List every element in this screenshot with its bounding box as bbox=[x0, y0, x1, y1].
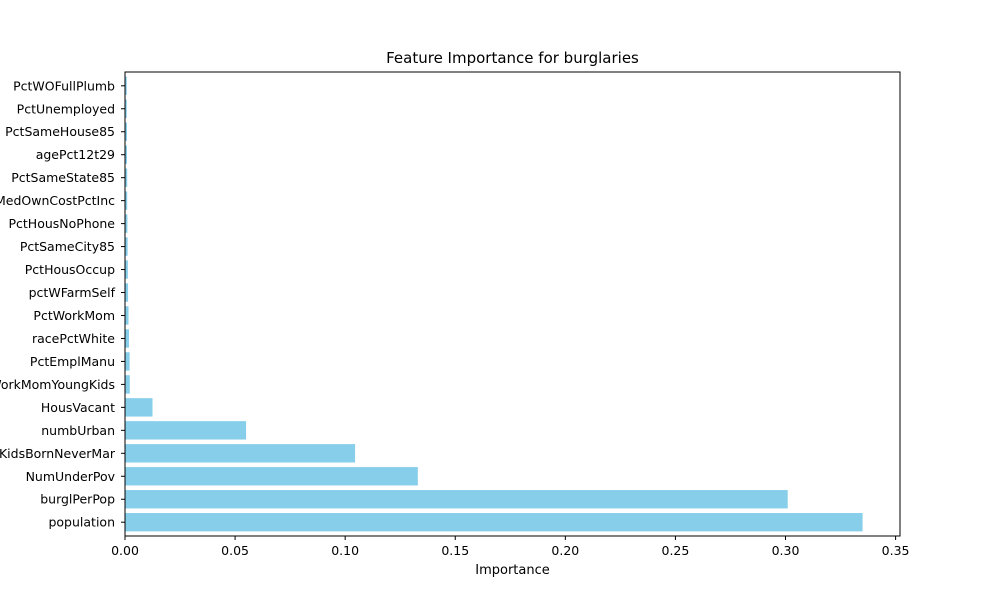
y-tick-label: agePct12t29 bbox=[36, 147, 115, 162]
chart-title: Feature Importance for burglaries bbox=[386, 49, 639, 67]
y-tick-label: burglPerPop bbox=[40, 492, 115, 507]
bar-pctWFarmSelf bbox=[125, 283, 129, 302]
bar-HousVacant bbox=[125, 398, 153, 417]
y-tick-label: NumKidsBornNeverMar bbox=[0, 446, 116, 461]
y-tick-label: NumUnderPov bbox=[26, 469, 116, 484]
x-tick-label: 0.10 bbox=[331, 543, 359, 558]
y-tick-label: racePctWhite bbox=[32, 331, 115, 346]
plot-frame bbox=[124, 71, 901, 537]
x-tick-label: 0.30 bbox=[772, 543, 800, 558]
bar-MedOwnCostPctInc bbox=[125, 191, 128, 210]
y-tick-label: PctHousNoPhone bbox=[8, 216, 115, 231]
bar-PctWOFullPlumb bbox=[125, 76, 127, 95]
y-tick-label: HousVacant bbox=[41, 400, 115, 415]
y-tick-label: PctSameCity85 bbox=[20, 239, 115, 254]
y-tick-label: PctHousOccup bbox=[25, 262, 115, 277]
y-tick-label: PctWorkMom bbox=[33, 308, 115, 323]
bar-population bbox=[125, 513, 863, 532]
bar-racePctWhite bbox=[125, 329, 129, 348]
bar-PctHousNoPhone bbox=[125, 214, 128, 233]
bar-PctWorkMom bbox=[125, 306, 129, 325]
bar-burglPerPop bbox=[125, 490, 788, 509]
bar-NumKidsBornNeverMar bbox=[125, 444, 356, 463]
y-tick-label: PctUnemployed bbox=[17, 101, 115, 116]
y-tick-label: PctSameHouse85 bbox=[5, 124, 115, 139]
bar-PctWorkMomYoungKids bbox=[125, 375, 130, 394]
bar-NumUnderPov bbox=[125, 467, 418, 486]
x-tick-label: 0.20 bbox=[551, 543, 579, 558]
y-tick-label: PctEmplManu bbox=[30, 354, 115, 369]
x-tick-label: 0.35 bbox=[882, 543, 910, 558]
x-axis-label: Importance bbox=[475, 563, 550, 578]
bar-PctSameCity85 bbox=[125, 237, 128, 256]
x-axis-ticks: 0.00 0.05 0.10 0.15 0.20 0.25 0.30 0.35 bbox=[111, 536, 910, 558]
y-tick-label: PctWorkMomYoungKids bbox=[0, 377, 115, 392]
y-axis-ticks: population burglPerPop NumUnderPov NumKidsB… bbox=[0, 78, 125, 530]
x-tick-label: 0.25 bbox=[662, 543, 690, 558]
bar-PctUnemployed bbox=[125, 99, 127, 118]
bars-group bbox=[125, 76, 863, 532]
y-tick-label: pctWFarmSelf bbox=[29, 285, 116, 300]
bar-agePct12t29 bbox=[125, 145, 127, 164]
y-tick-label: PctWOFullPlumb bbox=[13, 78, 115, 93]
y-tick-label: numbUrban bbox=[41, 423, 115, 438]
y-tick-label: MedOwnCostPctInc bbox=[0, 193, 115, 208]
y-tick-label: PctSameState85 bbox=[11, 170, 115, 185]
y-tick-label: population bbox=[48, 515, 115, 530]
bar-numbUrban bbox=[125, 421, 247, 440]
x-tick-label: 0.00 bbox=[111, 543, 139, 558]
x-tick-label: 0.15 bbox=[441, 543, 469, 558]
bar-PctSameHouse85 bbox=[125, 122, 127, 141]
x-tick-label: 0.05 bbox=[221, 543, 249, 558]
bar-PctHousOccup bbox=[125, 260, 128, 279]
bar-PctSameState85 bbox=[125, 168, 128, 187]
bar-PctEmplManu bbox=[125, 352, 130, 371]
